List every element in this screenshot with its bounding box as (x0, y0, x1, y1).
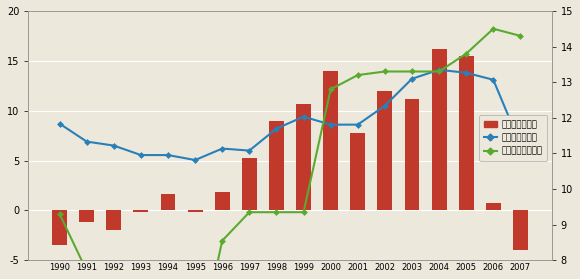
Bar (432, 49, 447, 210)
Bar (106, 210, 121, 230)
Bar (242, 158, 257, 210)
Bar (188, 210, 202, 212)
Bar (459, 56, 474, 210)
Bar (378, 91, 392, 210)
Bar (52, 210, 67, 245)
Legend: 주택가격상승률, 주택대출증기율, 원리금상환부담률: 주택가격상승률, 주택대출증기율, 원리금상환부담률 (479, 115, 548, 161)
Bar (486, 203, 501, 210)
Bar (133, 210, 148, 212)
Bar (350, 133, 365, 210)
Bar (161, 194, 176, 210)
Bar (323, 71, 338, 210)
Bar (269, 121, 284, 210)
Bar (79, 210, 94, 222)
Bar (215, 193, 230, 210)
Bar (513, 210, 528, 250)
Bar (296, 104, 311, 210)
Bar (404, 99, 419, 210)
